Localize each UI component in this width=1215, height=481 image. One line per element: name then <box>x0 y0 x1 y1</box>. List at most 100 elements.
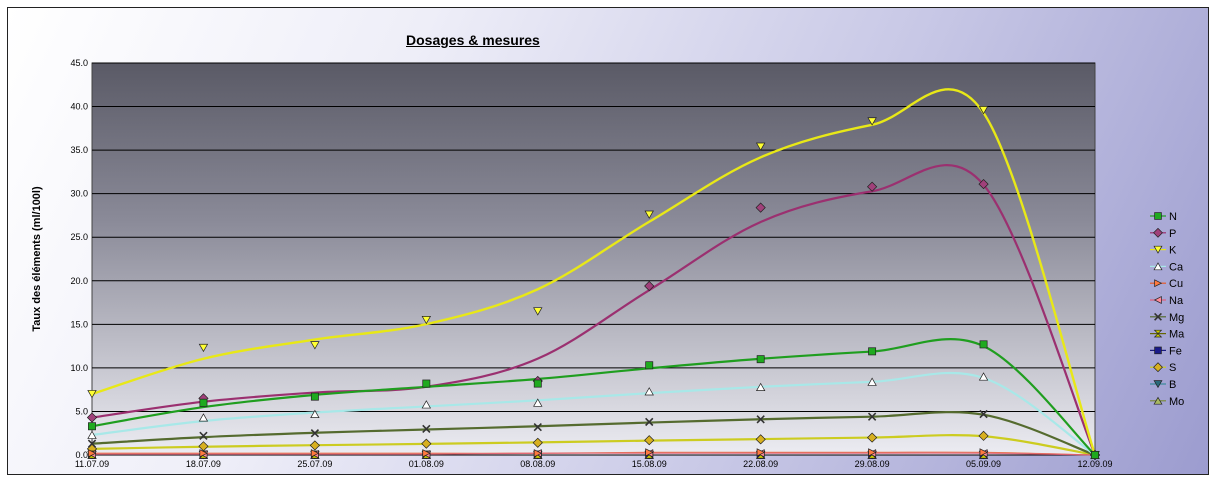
point-mg <box>867 412 877 421</box>
point-s <box>532 437 543 448</box>
point-cu <box>533 449 543 458</box>
legend-label-mg: Mg <box>1169 312 1184 324</box>
x-tick-label: 18.07.09 <box>186 459 221 469</box>
point-ca <box>198 413 209 422</box>
legend-marker-ca <box>1153 262 1163 271</box>
legend-marker-fe <box>1154 346 1162 355</box>
y-tick-label: 0.0 <box>75 450 88 460</box>
point-s <box>978 430 989 441</box>
legend-marker-b <box>1153 380 1163 389</box>
point-mg <box>533 422 542 432</box>
point-n <box>756 355 765 364</box>
point-s <box>309 440 320 451</box>
plot-area <box>91 62 1096 456</box>
point-k <box>755 142 766 151</box>
point-n <box>979 340 988 349</box>
series-line-mg <box>91 411 1096 457</box>
point-n <box>88 422 96 431</box>
point-cu <box>422 449 431 458</box>
legend-marker-na <box>1153 296 1162 304</box>
point-ca <box>867 377 877 386</box>
point-s <box>421 438 432 449</box>
point-s <box>755 434 766 445</box>
y-tick-label: 40.0 <box>70 102 88 112</box>
y-tick-label: 20.0 <box>70 276 88 286</box>
legend-label-b: B <box>1169 379 1176 391</box>
point-cu <box>979 448 988 457</box>
legend-marker-s <box>1153 362 1163 373</box>
legend-label-s: S <box>1169 362 1176 374</box>
legend-label-cu: Cu <box>1169 278 1183 290</box>
point-mg <box>422 424 431 434</box>
x-tick-label: 05.09.09 <box>966 459 1001 469</box>
x-tick-label: 29.08.09 <box>855 459 890 469</box>
legend-label-ma: Ma <box>1169 329 1185 341</box>
point-n <box>1091 451 1099 459</box>
legend-label-na: Na <box>1169 295 1184 307</box>
series-line-na <box>92 452 1096 456</box>
point-k <box>867 117 877 126</box>
legend-marker-mg <box>1154 312 1162 321</box>
point-cu <box>199 449 208 458</box>
point-s <box>644 435 655 446</box>
point-k <box>198 343 209 353</box>
x-tick-label: 22.08.09 <box>743 459 778 469</box>
point-cu <box>645 448 654 457</box>
point-n <box>533 379 542 388</box>
legend-marker-ma <box>1153 329 1163 338</box>
point-p <box>644 280 655 292</box>
point-k <box>644 210 654 219</box>
y-tick-label: 35.0 <box>70 145 88 155</box>
point-p <box>86 412 98 423</box>
point-ca <box>978 372 989 381</box>
y-tick-label: 10.0 <box>70 363 88 373</box>
point-n <box>868 347 877 356</box>
point-n <box>422 379 431 388</box>
y-tick-label: 15.0 <box>70 319 88 329</box>
y-tick-label: 5.0 <box>75 406 88 416</box>
legend-label-ca: Ca <box>1169 261 1184 273</box>
point-ca <box>533 398 543 407</box>
point-cu <box>868 448 877 457</box>
y-tick-label: 25.0 <box>70 232 88 242</box>
x-tick-label: 01.08.09 <box>409 459 444 469</box>
point-k <box>310 341 320 350</box>
x-tick-label: 25.07.09 <box>297 459 332 469</box>
x-tick-label: 15.08.09 <box>632 459 667 469</box>
point-cu <box>310 449 320 458</box>
chart-title: Dosages & mesures <box>406 32 540 48</box>
y-tick-label: 45.0 <box>70 58 88 68</box>
point-ca <box>421 400 432 409</box>
legend-label-fe: Fe <box>1169 345 1182 357</box>
point-mg <box>979 409 988 419</box>
point-n <box>310 392 319 401</box>
legend-marker-n <box>1154 212 1162 220</box>
point-cu <box>88 449 97 458</box>
point-p <box>867 181 878 192</box>
point-ca <box>644 387 654 396</box>
point-ca <box>87 430 97 439</box>
point-s <box>867 432 878 443</box>
point-k <box>978 106 989 115</box>
point-mg <box>645 417 654 427</box>
point-ca <box>755 382 766 392</box>
point-n <box>199 398 208 407</box>
point-p <box>978 178 989 190</box>
series-line-ca <box>91 371 1096 456</box>
legend-label-n: N <box>1169 211 1177 223</box>
point-mg <box>87 439 97 448</box>
series-line-p <box>91 164 1097 456</box>
y-tick-label: 30.0 <box>70 189 88 199</box>
point-k <box>87 390 97 399</box>
legend-marker-k <box>1153 245 1163 254</box>
legend-marker-mo <box>1153 396 1163 405</box>
point-p <box>755 202 766 213</box>
legend-label-mo: Mo <box>1169 396 1184 408</box>
point-mg <box>756 415 765 424</box>
point-k <box>421 316 432 325</box>
point-cu <box>756 448 766 457</box>
legend-marker-cu <box>1154 279 1163 288</box>
point-mg <box>310 429 320 438</box>
legend-label-p: P <box>1169 228 1176 240</box>
